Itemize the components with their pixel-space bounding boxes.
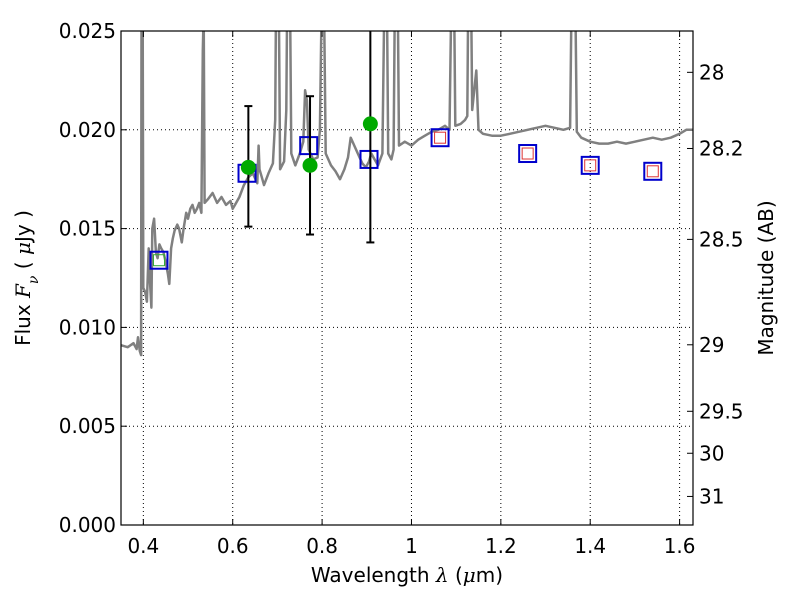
y-tick-label: 0.020 xyxy=(59,118,116,142)
x-tick-label: 1.2 xyxy=(485,534,517,558)
y-tick-label: 0.010 xyxy=(59,315,116,339)
y2-tick-label: 28 xyxy=(699,60,724,84)
observed-flux-point xyxy=(240,159,256,175)
y2-tick-label: 28.2 xyxy=(699,136,744,160)
model-photometry-square xyxy=(299,136,319,156)
y-tick-label: 0.025 xyxy=(59,19,116,43)
y-tick-label: 0.000 xyxy=(59,513,116,537)
plot-frame xyxy=(120,30,694,526)
grid xyxy=(121,31,693,525)
x-tick-label: 0.6 xyxy=(217,534,249,558)
model-photometry-square xyxy=(359,149,379,169)
observed-flux-point xyxy=(362,116,378,132)
model-inner-square xyxy=(521,147,534,160)
y2-tick-label: 28.5 xyxy=(699,227,744,251)
x-tick-label: 1.6 xyxy=(664,534,696,558)
model-inner-square xyxy=(646,165,659,178)
model-photometry-square xyxy=(149,250,169,270)
y-tick-label: 0.015 xyxy=(59,217,116,241)
y2-tick-label: 29 xyxy=(699,333,724,357)
observed-flux-point xyxy=(302,157,318,173)
x-axis-label: Wavelength λ (μm) xyxy=(311,563,503,587)
model-inner-square xyxy=(152,254,165,267)
y2-tick-label: 30 xyxy=(699,441,724,465)
axis-ticks: 0.4 0.6 0.8 1 1.2 1.4 1.6 0.000 0.005 0.010 0.015 0… xyxy=(59,19,744,558)
x-tick-label: 0.8 xyxy=(306,534,338,558)
model-photometry-square xyxy=(518,144,538,164)
x-tick-label: 0.4 xyxy=(127,534,159,558)
model-inner-square xyxy=(584,159,597,172)
y-axis-label: Flux Fν ( μJy ) xyxy=(11,210,42,346)
y2-tick-label: 31 xyxy=(699,484,724,508)
model-photometry-square xyxy=(643,161,663,181)
model-photometry-square xyxy=(430,128,450,148)
y2-axis-label: Magnitude (AB) xyxy=(754,200,778,355)
y-tick-label: 0.005 xyxy=(59,414,116,438)
x-tick-label: 1 xyxy=(405,534,418,558)
x-tick-label: 1.4 xyxy=(574,534,606,558)
y2-tick-label: 29.5 xyxy=(699,399,744,423)
model-inner-square xyxy=(434,131,447,144)
data-points xyxy=(149,31,663,270)
spectrum-line xyxy=(121,31,693,357)
model-photometry-square xyxy=(580,155,600,175)
